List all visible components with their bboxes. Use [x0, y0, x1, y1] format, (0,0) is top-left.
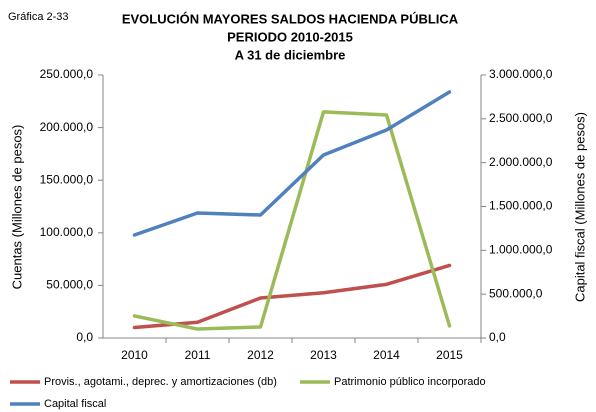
y2-tick-label: 3.000.000,0	[489, 67, 553, 81]
chart-title: A 31 de diciembre	[235, 47, 346, 62]
y-tick-label: 200.000,0	[40, 120, 94, 134]
x-tick-label: 2012	[247, 348, 274, 362]
y-tick-label: 50.000,0	[46, 278, 93, 292]
series-line	[132, 110, 452, 331]
chart-title: EVOLUCIÓN MAYORES SALDOS HACIENDA PÚBLIC…	[122, 11, 459, 26]
y2-tick-label: 500.000,0	[489, 286, 543, 300]
y2-tick-label: 2.500.000,0	[489, 111, 553, 125]
x-tick-label: 2010	[121, 348, 148, 362]
y2-tick-label: 1.500.000,0	[489, 199, 553, 213]
x-tick-label: 2013	[310, 348, 337, 362]
figure-label: Gráfica 2-33	[8, 11, 69, 23]
y2-tick-label: 0,0	[489, 330, 506, 344]
y2-tick-label: 1.000.000,0	[489, 243, 553, 257]
legend-label: Patrimonio público incorporado	[334, 376, 486, 388]
y-axis-title: Cuentas (Millones de pesos)	[9, 125, 24, 290]
y-tick-label: 100.000,0	[40, 225, 94, 239]
series-line	[132, 90, 452, 237]
legend-label: Capital fiscal	[44, 398, 106, 410]
y2-axis-title: Capital fiscal (Millones de pesos)	[572, 112, 587, 302]
y-tick-label: 250.000,0	[40, 67, 94, 81]
legend-label: Provis., agotami., deprec. y amortizacio…	[44, 376, 277, 388]
x-tick-label: 2011	[185, 348, 211, 362]
y-tick-label: 0,0	[76, 330, 93, 344]
y2-tick-label: 2.000.000,0	[489, 155, 553, 169]
y-tick-label: 150.000,0	[40, 172, 94, 186]
x-tick-label: 2014	[373, 348, 400, 362]
chart-title: PERIODO 2010-2015	[227, 29, 353, 44]
x-tick-label: 2015	[436, 348, 463, 362]
series-line	[132, 263, 452, 330]
